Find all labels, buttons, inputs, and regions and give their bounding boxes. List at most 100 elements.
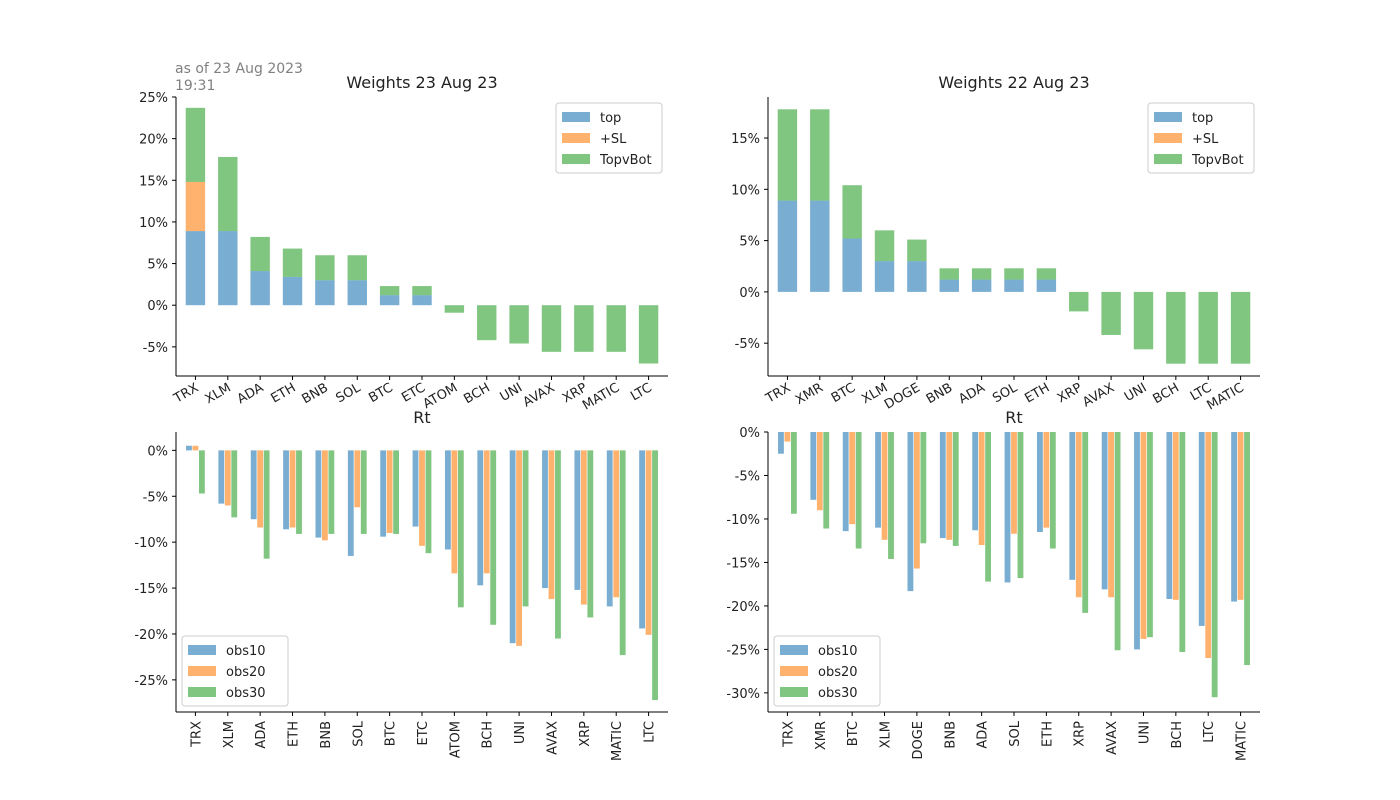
x-tick-label: ADA [976,721,991,749]
bar-obs30 [1147,432,1153,638]
bar-obs10 [1004,432,1011,583]
legend-swatch [562,133,590,143]
bar-obs30 [619,450,626,656]
bar-topvbot [218,156,238,232]
x-tick-label: XLM [879,721,894,748]
bar-obs10 [250,450,257,520]
bar-obs20 [548,450,555,600]
bar-obs30 [198,450,205,494]
y-tick-label: 5% [739,235,760,250]
bar-obs20 [946,432,953,540]
bar-topvbot [444,305,465,313]
x-tick-label: TRX [763,380,794,406]
x-tick-label: XMR [814,721,829,750]
bar-obs10 [315,450,322,538]
bar-topvbot [250,236,270,272]
bar-topvbot [185,107,206,182]
y-tick-label: -5% [143,490,168,505]
y-tick-label: 25% [139,91,168,106]
x-tick-label: BCH [1150,380,1181,407]
legend-swatch [562,112,590,122]
bar-topvbot [379,286,400,296]
bar-top [185,231,206,306]
x-tick-label: AVAX [1080,380,1117,410]
y-tick-label: 10% [139,216,168,231]
y-tick-label: -20% [134,628,168,643]
bar-obs30 [1114,432,1121,651]
y-tick-label: 0% [739,426,760,441]
legend-label: obs20 [226,665,266,680]
y-tick-label: -5% [735,469,760,484]
bar-obs10 [875,432,881,528]
legend-label: TopvBot [1191,153,1244,168]
bar-obs20 [483,450,490,574]
x-tick-label: BNB [300,380,331,407]
bar-obs20 [613,450,620,598]
bar-obs30 [888,432,894,559]
x-tick-label: AVAX [521,380,558,410]
x-tick-label: BTC [366,380,395,406]
bar-obs20 [1172,432,1179,600]
bar-obs30 [1082,432,1089,613]
chart-title: Rt [1005,408,1022,427]
x-tick-label: XRP [578,721,593,747]
x-tick-label: ATOM [448,721,463,758]
bar-plus-sl [185,181,206,232]
bar-obs20 [645,450,652,635]
bar-topvbot [412,286,432,296]
returns-today-chart: Rt -25% -20% -15% -10% -5% 0% TRX XLM ADA ETH BNB SO… [134,408,668,761]
bar-obs30 [952,432,959,546]
x-tick-label: ETH [287,721,302,747]
x-tick-label: ADA [956,380,987,407]
bar-obs20 [386,450,393,533]
x-tick-label: UNI [1137,721,1152,744]
legend-swatch [562,154,590,164]
x-tick-label: BTC [846,721,861,746]
bar-obs30 [296,450,302,534]
bar-obs30 [1017,432,1024,579]
x-tick-label: MATIC [1235,721,1250,761]
bar-top [282,276,303,306]
bar-obs10 [542,450,548,589]
bar-obs30 [490,450,497,625]
bar-obs10 [1101,432,1108,590]
x-tick-label: MATIC [1204,380,1246,413]
bar-obs20 [289,450,296,528]
bar-topvbot [282,248,303,277]
y-tick-label: 15% [731,132,760,147]
chart-title: Weights 23 Aug 23 [346,73,497,92]
x-tick-label: BNB [924,380,955,407]
bar-obs10 [972,432,979,531]
bar-top [412,295,432,306]
bar-obs20 [224,450,231,506]
bar-obs30 [360,450,367,534]
bar-top [907,261,927,292]
bar-obs30 [231,450,238,518]
bar-obs20 [192,445,199,451]
x-tick-label: ETH [269,380,299,406]
bar-obs20 [913,432,920,569]
bar-top [347,280,367,306]
bar-topvbot [315,255,335,281]
bar-topvbot [606,305,626,352]
legend-label: top [600,111,621,126]
bar-topvbot [874,230,895,262]
bar-obs30 [920,432,927,544]
bar-obs10 [606,450,613,607]
timestamp-note-line2: 19:31 [175,78,215,94]
bar-obs10 [1069,432,1076,580]
y-tick-label: 20% [139,133,168,148]
bar-obs30 [652,450,658,701]
bar-topvbot [574,305,594,352]
bar-obs20 [257,450,264,528]
bar-obs10 [1198,432,1205,626]
bar-obs30 [1244,432,1250,666]
bar-obs10 [380,450,387,537]
bar-topvbot [1101,291,1121,335]
legend-label: obs30 [226,686,266,701]
x-tick-label: TRX [781,721,796,748]
bar-topvbot [842,185,862,239]
x-tick-label: XMR [793,380,826,408]
bar-topvbot [1230,291,1251,364]
bar-topvbot [477,305,497,341]
